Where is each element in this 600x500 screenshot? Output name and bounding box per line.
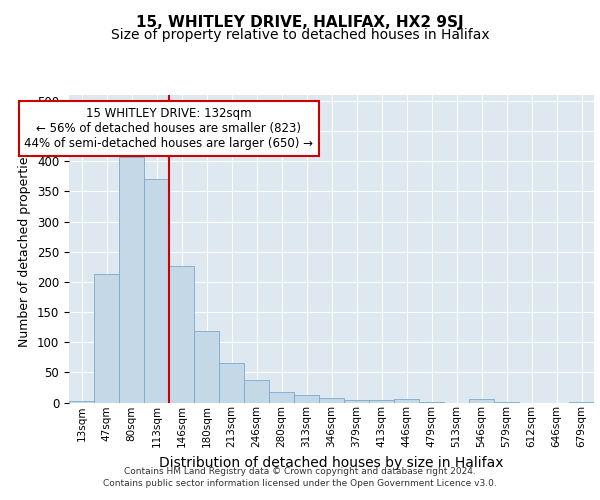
Bar <box>119 157 144 402</box>
Bar <box>144 180 169 402</box>
Text: Contains HM Land Registry data © Crown copyright and database right 2024.
Contai: Contains HM Land Registry data © Crown c… <box>103 466 497 487</box>
Bar <box>94 274 119 402</box>
Bar <box>319 398 344 402</box>
Bar <box>219 364 244 403</box>
Bar <box>294 396 319 402</box>
Bar <box>244 380 269 402</box>
Bar <box>369 400 394 402</box>
Y-axis label: Number of detached properties: Number of detached properties <box>19 150 31 347</box>
Bar <box>469 399 494 402</box>
Bar <box>169 266 194 402</box>
Bar <box>344 400 369 402</box>
Text: Size of property relative to detached houses in Halifax: Size of property relative to detached ho… <box>110 28 490 42</box>
Text: 15, WHITLEY DRIVE, HALIFAX, HX2 9SJ: 15, WHITLEY DRIVE, HALIFAX, HX2 9SJ <box>136 15 464 30</box>
Bar <box>269 392 294 402</box>
Text: 15 WHITLEY DRIVE: 132sqm
← 56% of detached houses are smaller (823)
44% of semi-: 15 WHITLEY DRIVE: 132sqm ← 56% of detach… <box>25 107 314 150</box>
Bar <box>194 332 219 402</box>
X-axis label: Distribution of detached houses by size in Halifax: Distribution of detached houses by size … <box>159 456 504 469</box>
Bar <box>394 400 419 402</box>
